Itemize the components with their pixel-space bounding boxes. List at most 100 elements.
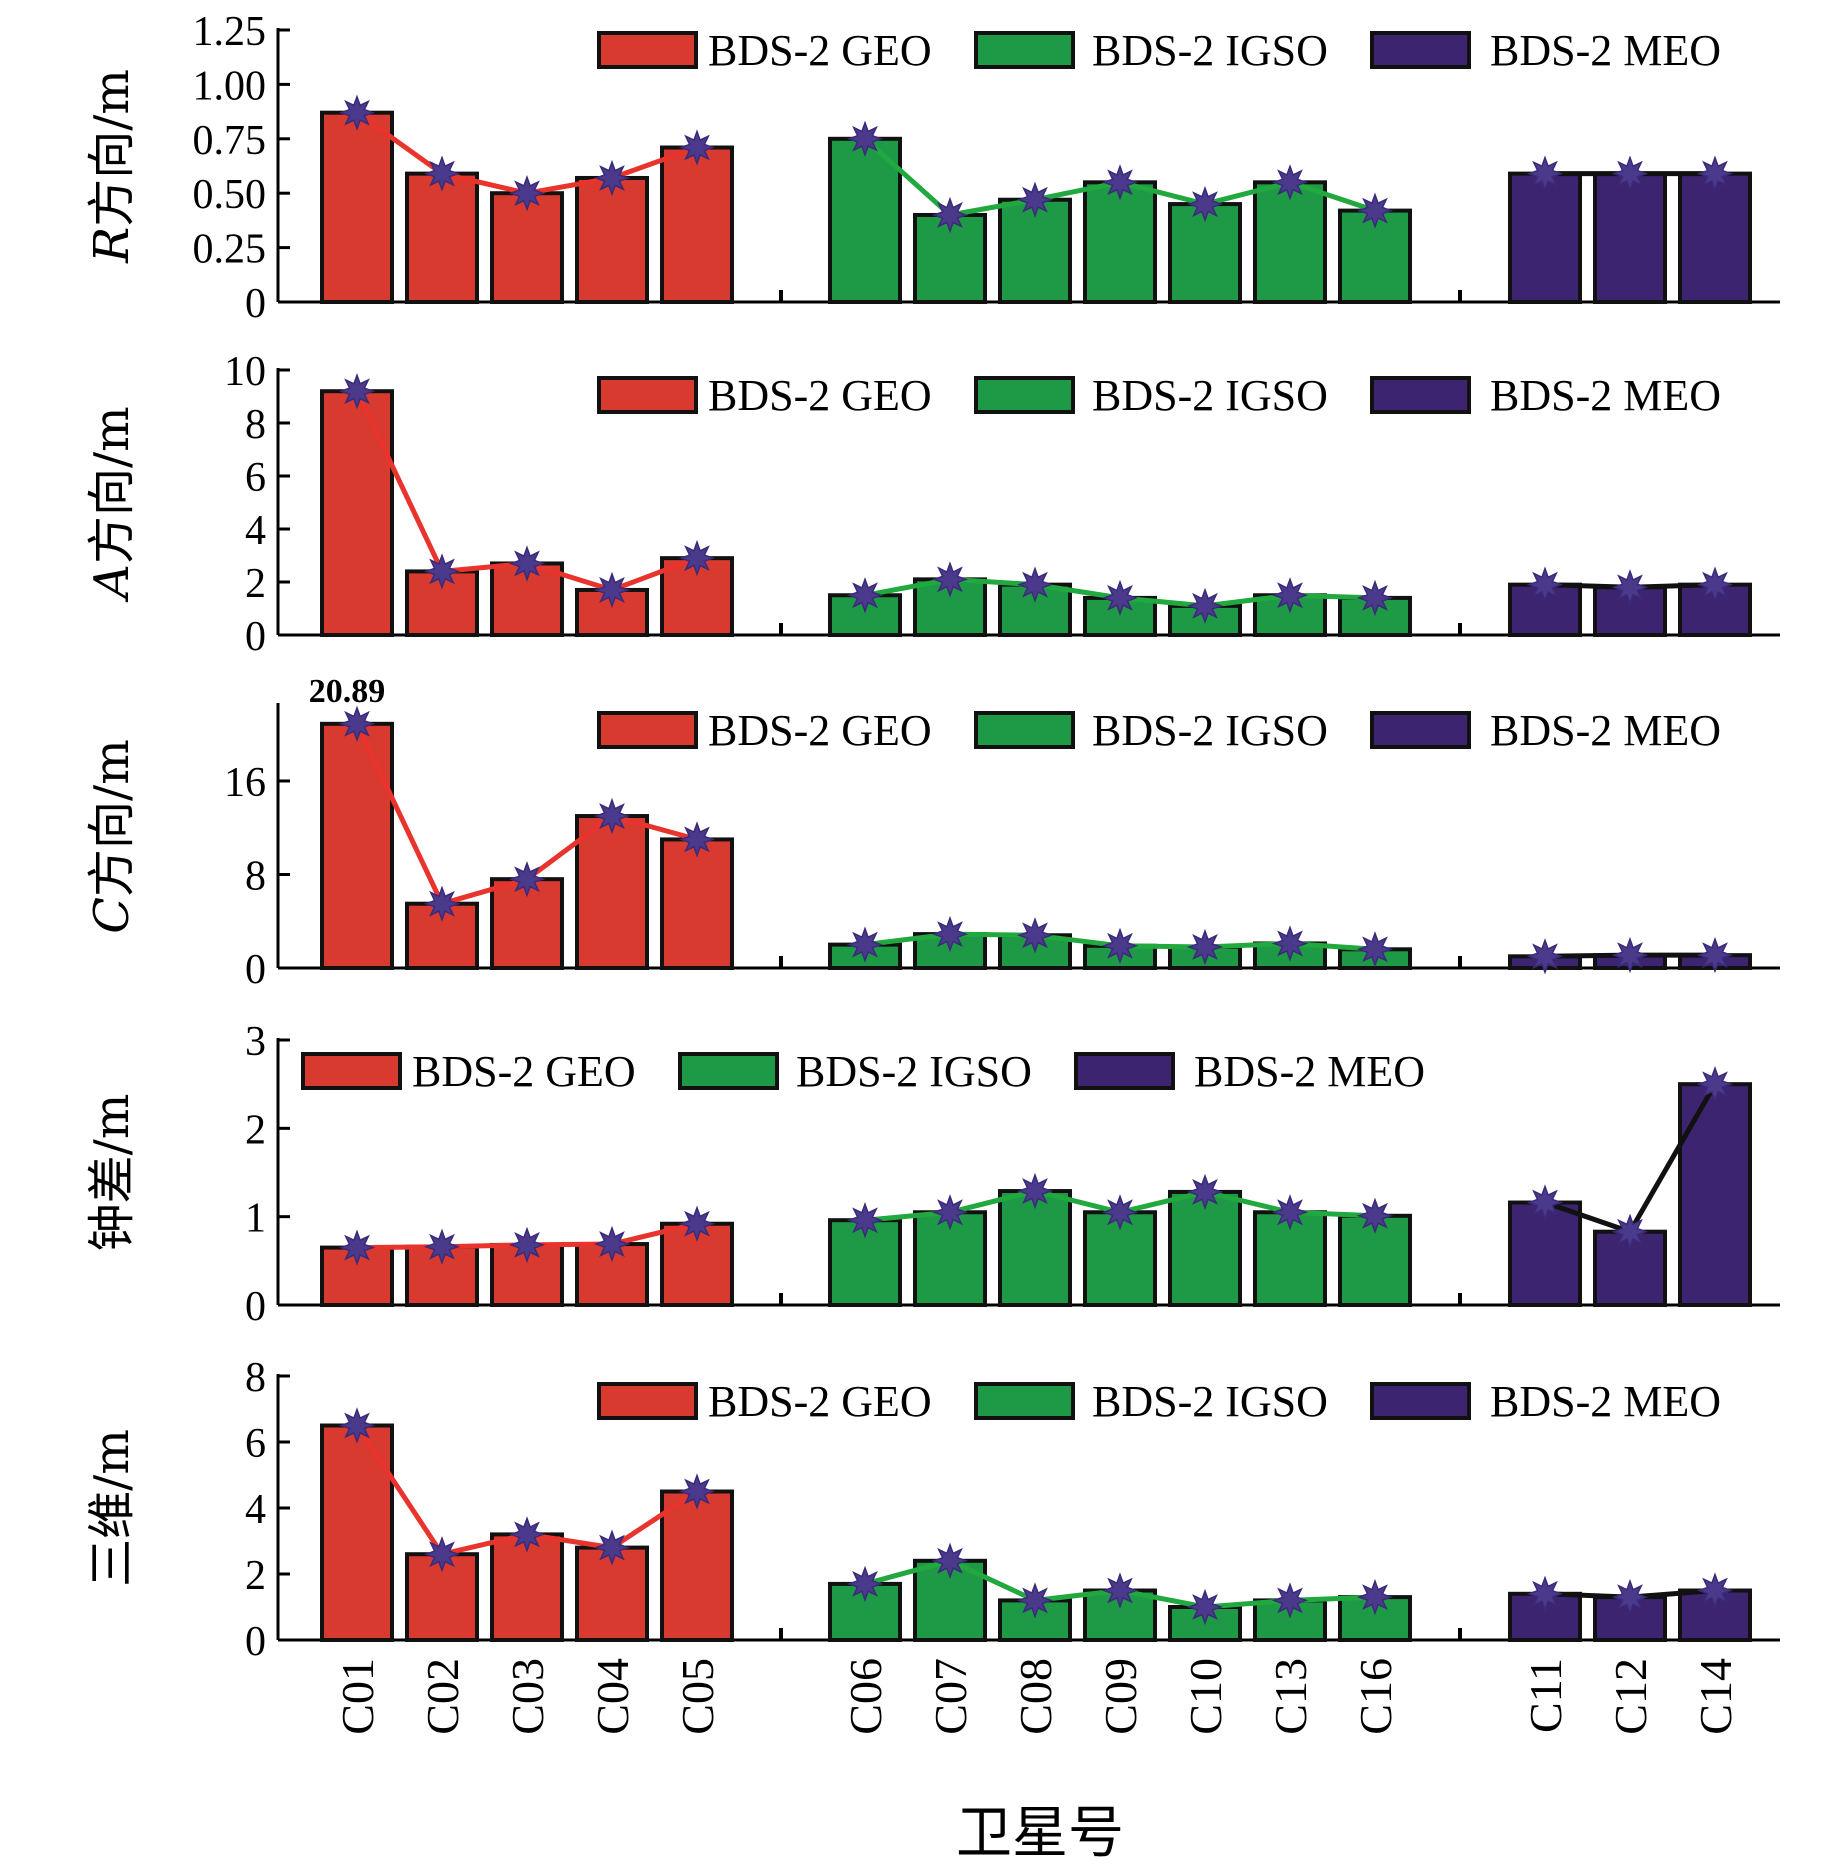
legend-label-bds-2-geo: BDS-2 GEO: [708, 26, 932, 75]
bar-c05: [660, 145, 734, 304]
bar-c12: [1593, 171, 1667, 304]
marker-c12: [1611, 155, 1649, 192]
marker-c07: [931, 1542, 969, 1580]
marker-c13: [1271, 1194, 1309, 1231]
legend-swatch-bds-2-igso: [974, 376, 1075, 414]
x-axis-title: 卫星号: [956, 1801, 1124, 1866]
marker-c09: [1101, 1194, 1139, 1231]
marker-c08: [1016, 181, 1054, 218]
y-axis-title: 钟差/m: [84, 1094, 140, 1252]
legend-swatch-bds-2-igso: [974, 711, 1075, 749]
y-axis-title: 三维/m: [84, 1429, 140, 1587]
bar-c11: [1508, 1200, 1582, 1307]
marker-c12: [1611, 1578, 1649, 1616]
panel-clock: 0 1 2 3 钟差/m BDS-2 GEO BDS-2 IGSO BDS-2 MEO: [84, 1019, 1780, 1330]
legend-swatch-bds-2-meo: [1370, 31, 1471, 69]
y-axis-title: C方向/m: [84, 739, 140, 933]
legend-label-bds-2-igso: BDS-2 IGSO: [1092, 371, 1328, 420]
marker-c06: [846, 926, 884, 963]
legend-swatch-bds-2-igso: [678, 1052, 779, 1090]
marker-c09: [1101, 164, 1139, 201]
y-axis-title-text: 方向/m: [84, 69, 140, 227]
legend-label-bds-2-igso: BDS-2 IGSO: [796, 1047, 1032, 1096]
marker-c05: [678, 1205, 716, 1242]
bar-c01: [320, 110, 394, 304]
y-axis-title: A方向/m: [84, 406, 140, 602]
marker-c10: [1186, 1173, 1224, 1211]
marker-c03: [508, 860, 546, 898]
bar-c01: [320, 1423, 394, 1642]
marker-c03: [508, 1516, 546, 1553]
y-axis-title-text: 方向/m: [84, 739, 140, 897]
marker-c08: [1016, 1172, 1054, 1210]
x-tick-label-c10: C10: [1180, 1658, 1231, 1735]
legend-label-bds-2-igso: BDS-2 IGSO: [1092, 706, 1328, 755]
marker-c02: [423, 553, 461, 590]
marker-c12: [1611, 936, 1649, 974]
marker-c04: [593, 797, 631, 835]
bar-c05: [660, 1489, 734, 1642]
bar-c01: [320, 721, 394, 970]
bar-c13: [1253, 1598, 1327, 1643]
bar-c14: [1678, 171, 1752, 304]
marker-c10: [1186, 928, 1224, 966]
legend-label-bds-2-meo: BDS-2 MEO: [1490, 1377, 1721, 1426]
marker-c06: [846, 1201, 884, 1239]
y-axis-title-text: 三维/m: [84, 1429, 140, 1587]
bar-c04: [575, 175, 649, 304]
panel-c: 0 8 16 C方向/m 20.89 BDS-2 GEO BDS-2 IGSO BDS-2 M…: [84, 673, 1780, 993]
marker-c10: [1186, 1588, 1224, 1626]
marker-c03: [508, 1226, 546, 1264]
legend-swatch-bds-2-meo: [1370, 376, 1471, 414]
marker-c12: [1611, 1213, 1649, 1250]
marker-c06: [846, 120, 884, 158]
marker-c03: [508, 174, 546, 212]
y-axis-title-text: 方向/m: [84, 406, 140, 564]
marker-c02: [423, 155, 461, 192]
legend-label-bds-2-meo: BDS-2 MEO: [1490, 371, 1721, 420]
marker-c16: [1356, 579, 1394, 617]
legend-swatch-bds-2-igso: [974, 31, 1075, 69]
legend-label-bds-2-geo: BDS-2 GEO: [412, 1047, 636, 1096]
marker-c06: [846, 577, 884, 614]
y-tick-label: 2: [245, 1553, 266, 1599]
marker-c02: [423, 885, 461, 922]
legend-swatch-bds-2-meo: [1370, 711, 1471, 749]
legend-label-bds-2-igso: BDS-2 IGSO: [1092, 1377, 1328, 1426]
marker-c14: [1696, 566, 1734, 603]
marker-c04: [593, 1529, 631, 1566]
marker-c11: [1526, 938, 1564, 975]
marker-c11: [1526, 1184, 1564, 1221]
y-tick-label: 4: [245, 508, 266, 554]
marker-c09: [1101, 927, 1139, 965]
y-tick-label: 10: [224, 349, 266, 395]
y-tick-label: 2: [245, 1107, 266, 1153]
marker-c07: [931, 915, 969, 953]
marker-c14: [1696, 936, 1734, 974]
x-tick-label-c08: C08: [1010, 1658, 1061, 1735]
y-axis-title-text: 钟差/m: [84, 1094, 140, 1252]
legend-label-bds-2-geo: BDS-2 GEO: [708, 1377, 932, 1426]
marker-c07: [931, 1194, 969, 1231]
legend-label-bds-2-igso: BDS-2 IGSO: [1092, 26, 1328, 75]
x-tick-label-c13: C13: [1265, 1658, 1316, 1735]
marker-c02: [423, 1535, 461, 1573]
y-tick-label: 3: [245, 1019, 266, 1065]
marker-c08: [1016, 566, 1054, 603]
marker-c05: [678, 129, 716, 166]
y-tick-label: 8: [245, 1355, 266, 1401]
bar-c04: [575, 814, 649, 970]
y-tick-label: 1: [245, 1196, 266, 1242]
bar-c11: [1508, 171, 1582, 304]
bar-c09: [1083, 180, 1157, 305]
y-axis-title-italic: A: [84, 564, 140, 603]
marker-c01: [338, 1229, 376, 1266]
marker-c14: [1696, 1572, 1734, 1609]
marker-c01: [338, 94, 376, 131]
x-tick-label-c06: C06: [840, 1658, 891, 1735]
legend-swatch-bds-2-geo: [301, 1052, 402, 1090]
marker-c07: [931, 196, 969, 234]
marker-c12: [1611, 569, 1649, 606]
marker-c13: [1271, 164, 1309, 201]
bar-c05: [660, 837, 734, 971]
